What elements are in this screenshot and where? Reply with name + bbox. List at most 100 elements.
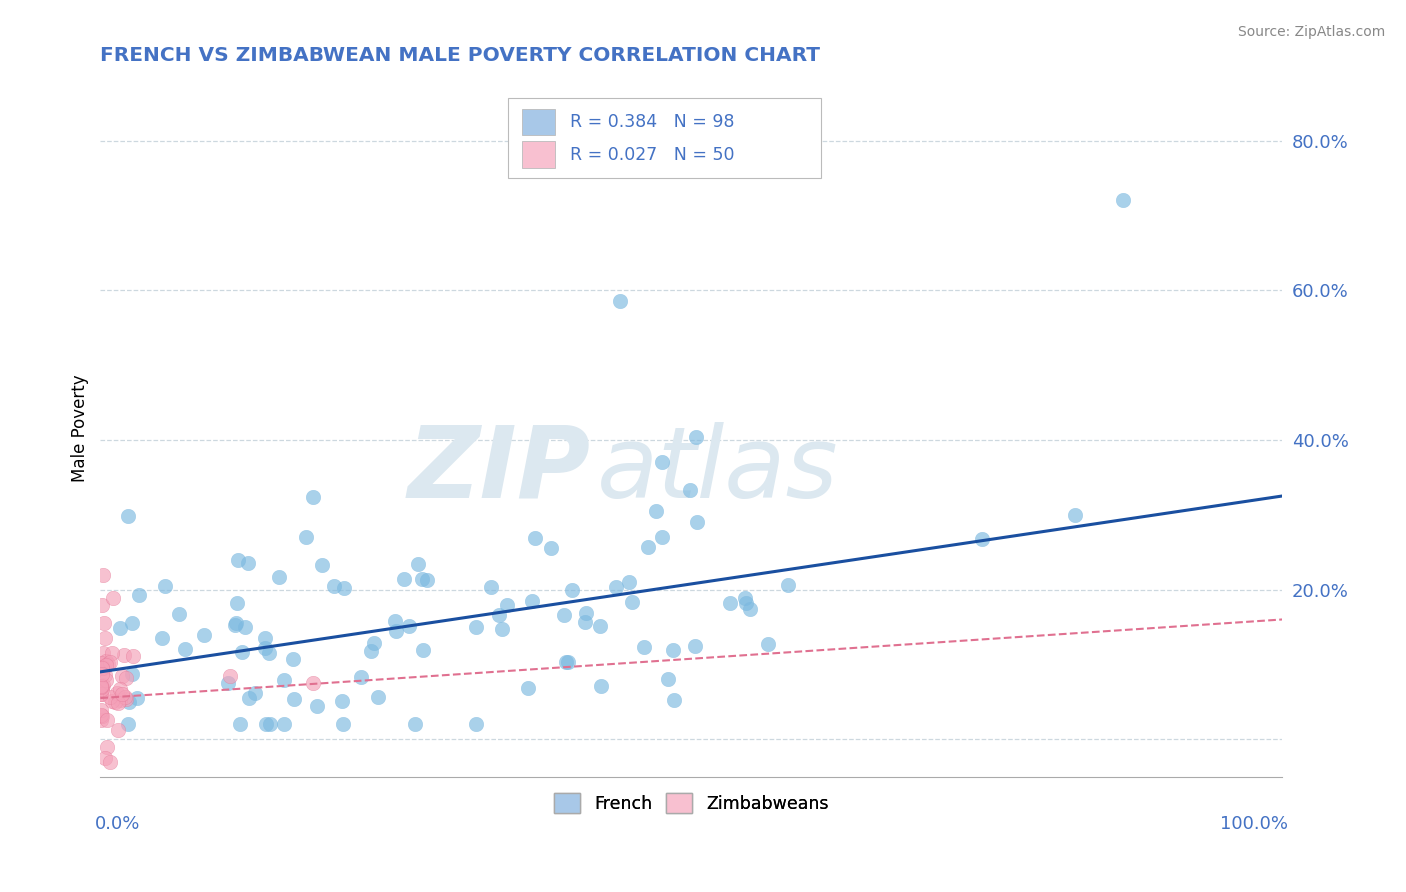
- Point: [620, 595, 643, 609]
- Point: [226, 596, 249, 610]
- Point: [685, 640, 707, 654]
- Point: [301, 490, 323, 504]
- Point: [91, 678, 114, 692]
- Point: [105, 685, 128, 699]
- Point: [153, 579, 176, 593]
- Point: [114, 690, 136, 704]
- Point: [115, 671, 138, 685]
- Point: [121, 649, 143, 664]
- Point: [150, 631, 173, 645]
- Point: [174, 642, 197, 657]
- Point: [254, 717, 277, 731]
- Point: [90, 656, 112, 670]
- Point: [90, 687, 112, 701]
- Point: [90, 682, 112, 697]
- Point: [360, 643, 382, 657]
- Point: [718, 597, 741, 611]
- Point: [118, 695, 141, 709]
- Point: [107, 697, 129, 711]
- Point: [217, 676, 239, 690]
- Point: [517, 681, 540, 695]
- Point: [412, 643, 434, 657]
- Text: ZIP: ZIP: [408, 422, 591, 519]
- Point: [267, 570, 290, 584]
- Point: [100, 647, 122, 661]
- Point: [398, 618, 420, 632]
- Point: [96, 673, 118, 688]
- Point: [363, 635, 385, 649]
- Point: [90, 598, 112, 612]
- Point: [557, 655, 579, 669]
- Point: [219, 668, 242, 682]
- Point: [94, 751, 117, 765]
- Point: [101, 694, 124, 708]
- Point: [93, 661, 115, 675]
- Point: [491, 622, 513, 636]
- Point: [254, 641, 277, 656]
- Point: [93, 616, 115, 631]
- Point: [1111, 194, 1133, 208]
- Point: [651, 455, 673, 469]
- Point: [281, 652, 304, 666]
- Point: [91, 567, 114, 582]
- Point: [101, 591, 124, 605]
- Point: [734, 591, 756, 606]
- Point: [273, 717, 295, 731]
- Point: [575, 606, 598, 620]
- Point: [657, 673, 679, 687]
- Point: [121, 667, 143, 681]
- Bar: [522, 109, 555, 135]
- Point: [367, 690, 389, 705]
- Point: [307, 699, 329, 714]
- Point: [98, 690, 121, 704]
- Point: [496, 598, 519, 612]
- Point: [90, 680, 112, 694]
- Point: [111, 669, 134, 683]
- Point: [664, 693, 686, 707]
- Point: [685, 430, 707, 444]
- Point: [686, 516, 709, 530]
- Point: [406, 557, 429, 571]
- Point: [385, 624, 408, 638]
- Point: [245, 686, 267, 700]
- Point: [605, 580, 627, 594]
- Point: [735, 596, 758, 610]
- Point: [115, 691, 138, 706]
- Point: [633, 640, 655, 654]
- Point: [91, 660, 114, 674]
- Text: 0.0%: 0.0%: [94, 815, 139, 833]
- Point: [90, 708, 112, 723]
- Text: R = 0.027   N = 50: R = 0.027 N = 50: [569, 146, 734, 164]
- Point: [121, 615, 143, 630]
- Text: atlas: atlas: [596, 422, 838, 519]
- Point: [98, 655, 121, 669]
- Point: [970, 533, 993, 547]
- Point: [117, 717, 139, 731]
- Point: [167, 607, 190, 621]
- Point: [411, 573, 433, 587]
- Point: [108, 621, 131, 635]
- Point: [302, 676, 325, 690]
- Point: [651, 530, 673, 544]
- Text: 100.0%: 100.0%: [1220, 815, 1288, 833]
- Y-axis label: Male Poverty: Male Poverty: [72, 375, 89, 483]
- Text: FRENCH VS ZIMBABWEAN MALE POVERTY CORRELATION CHART: FRENCH VS ZIMBABWEAN MALE POVERTY CORREL…: [100, 46, 820, 65]
- Legend: French, Zimbabweans: French, Zimbabweans: [547, 786, 835, 820]
- Text: R = 0.384   N = 98: R = 0.384 N = 98: [569, 113, 734, 131]
- Point: [90, 681, 112, 695]
- Point: [90, 680, 112, 694]
- Point: [322, 579, 344, 593]
- Point: [662, 643, 685, 657]
- Point: [416, 573, 439, 587]
- Point: [98, 755, 121, 769]
- Point: [193, 628, 215, 642]
- Point: [520, 594, 543, 608]
- Point: [228, 717, 250, 731]
- Point: [330, 694, 353, 708]
- Point: [488, 608, 510, 623]
- Point: [678, 483, 700, 497]
- Point: [311, 558, 333, 573]
- Point: [294, 530, 316, 544]
- Point: [103, 694, 125, 708]
- Text: Source: ZipAtlas.com: Source: ZipAtlas.com: [1237, 25, 1385, 39]
